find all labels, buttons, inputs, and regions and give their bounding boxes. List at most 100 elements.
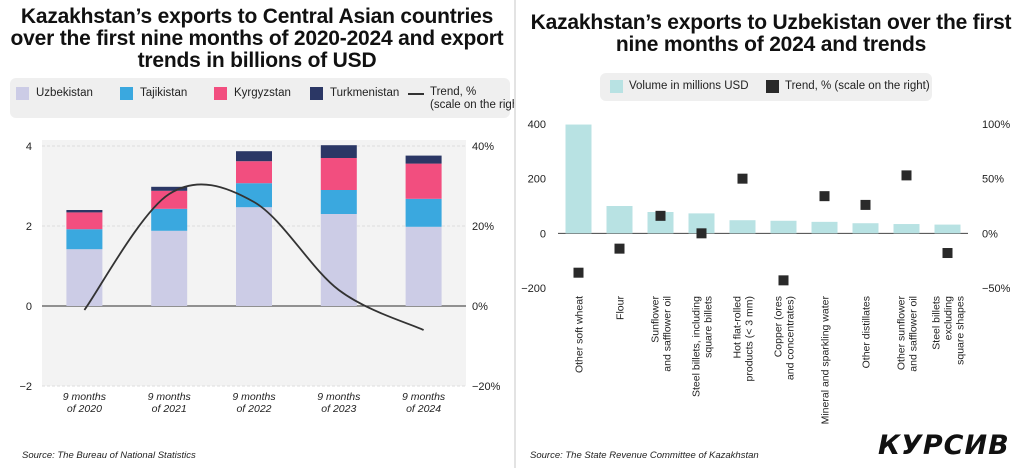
legend-swatch-kyrgyzstan bbox=[214, 87, 227, 100]
trend-marker bbox=[655, 210, 666, 221]
right-xtick-label-line: Steel billets bbox=[931, 296, 943, 350]
left-ytick-label: 2 bbox=[26, 221, 32, 233]
bar-segment-uzbekistan bbox=[236, 207, 272, 306]
right-xtick-label: Other distillates bbox=[861, 296, 873, 368]
bar-segment-turkmenistan bbox=[236, 151, 272, 162]
right-axis-tick-label: 20% bbox=[472, 221, 494, 233]
volume-bar bbox=[852, 223, 879, 234]
bar-segment-uzbekistan bbox=[320, 214, 357, 306]
left-ytick-label: 0 bbox=[26, 301, 32, 313]
right-chart-y2tick-label: 50% bbox=[982, 174, 1004, 186]
right-xtick-label-line: and safflower oil bbox=[662, 296, 674, 372]
bar-segment-turkmenistan bbox=[405, 155, 442, 164]
right-chart: −200 −50% 0 0% 200 50% 400 100% Other soft wheat… bbox=[521, 119, 1010, 425]
right-xtick-label-line: excluding bbox=[943, 296, 955, 341]
legend-swatch-volume bbox=[610, 80, 623, 93]
right-xtick-label-line: Other soft wheat bbox=[574, 296, 586, 373]
right-xtick-label-line: square shapes bbox=[955, 296, 967, 365]
right-legend: Volume in millions USD Trend, % (scale o… bbox=[600, 73, 932, 101]
trend-line bbox=[83, 183, 424, 331]
bar-segment-kyrgyzstan bbox=[66, 212, 103, 230]
left-xtick-label: of 2021 bbox=[152, 403, 187, 415]
right-source-note: Source: The State Revenue Committee of K… bbox=[530, 450, 759, 461]
bar-segment-uzbekistan bbox=[151, 230, 188, 306]
right-chart-y2tick-label: 100% bbox=[982, 119, 1010, 131]
right-xtick-label: Mineral and sparkling water bbox=[820, 296, 832, 425]
legend-label-tajikistan: Tajikistan bbox=[140, 87, 188, 99]
volume-bar bbox=[893, 224, 920, 234]
left-legend: Uzbekistan Tajikistan Kyrgyzstan Turkmen… bbox=[10, 78, 525, 118]
bar-segment-tajikistan bbox=[405, 198, 442, 227]
right-chart-ytick-label: −200 bbox=[521, 283, 546, 295]
right-axis-tick-label: 40% bbox=[472, 141, 494, 153]
bar-segment-kyrgyzstan bbox=[405, 163, 442, 199]
bar-segment-tajikistan bbox=[66, 229, 103, 250]
right-xtick-label: Other sunflower and safflower oil bbox=[896, 296, 920, 372]
right-xtick-label: Other soft wheat bbox=[574, 296, 586, 373]
volume-bar bbox=[811, 221, 838, 234]
bar-segment-turkmenistan bbox=[320, 145, 357, 158]
right-xtick-label-line: Other sunflower bbox=[896, 296, 908, 371]
right-xtick-label: Hot flat-rolled products (< 3 mm) bbox=[732, 296, 756, 382]
legend-label-kyrgyzstan: Kyrgyzstan bbox=[234, 87, 291, 99]
right-chart-ytick-label: 400 bbox=[528, 119, 546, 131]
left-ytick-label: 4 bbox=[26, 141, 32, 153]
left-xtick-label: of 2024 bbox=[406, 403, 441, 415]
left-xtick-label: 9 months bbox=[317, 391, 361, 403]
trend-marker bbox=[573, 267, 584, 278]
left-xtick-label: of 2022 bbox=[236, 403, 271, 415]
bar-segment-kyrgyzstan bbox=[151, 190, 188, 209]
bar-segment-turkmenistan bbox=[151, 186, 188, 191]
legend-swatch-trend-right bbox=[766, 80, 779, 93]
right-xtick-label-line: and safflower oil bbox=[908, 296, 920, 372]
legend-swatch-turkmenistan bbox=[310, 87, 323, 100]
right-xtick-label-line: and concentrates) bbox=[785, 296, 797, 380]
legend-swatch-uzbekistan bbox=[16, 87, 29, 100]
trend-marker bbox=[819, 191, 830, 202]
left-source-note: Source: The Bureau of National Statistic… bbox=[22, 450, 196, 461]
volume-bar bbox=[606, 206, 633, 234]
legend-label-turkmenistan: Turkmenistan bbox=[330, 87, 400, 99]
panel-divider bbox=[514, 0, 516, 468]
legend-line-trend bbox=[408, 93, 424, 95]
right-xtick-label-line: Hot flat-rolled bbox=[732, 296, 744, 359]
left-xtick-label: 9 months bbox=[402, 391, 446, 403]
legend-label-uzbekistan: Uzbekistan bbox=[36, 87, 93, 99]
trend-marker bbox=[778, 275, 789, 286]
left-xtick-label: of 2023 bbox=[321, 403, 356, 415]
trend-marker bbox=[901, 170, 912, 181]
right-xtick-label: Sunflower and safflower oil bbox=[650, 296, 674, 372]
right-xtick-label-line: Other distillates bbox=[861, 296, 873, 368]
right-xtick-label: Steel billets, including square billets bbox=[691, 296, 715, 397]
right-xtick-label-line: products (< 3 mm) bbox=[744, 296, 756, 381]
right-chart-y2tick-label: 0% bbox=[982, 228, 998, 240]
bar-segment-uzbekistan bbox=[405, 226, 442, 306]
trend-marker bbox=[737, 173, 748, 184]
volume-bar bbox=[647, 212, 674, 234]
right-chart-ytick-label: 0 bbox=[540, 228, 546, 240]
left-xtick-label: 9 months bbox=[63, 391, 107, 403]
volume-bar bbox=[688, 213, 715, 234]
bar-segment-tajikistan bbox=[151, 208, 188, 231]
right-xtick-label: Steel billets excluding square shapes bbox=[931, 296, 967, 365]
right-xtick-label-line: Steel billets, including bbox=[691, 296, 703, 397]
volume-bar bbox=[770, 220, 797, 234]
legend-label-volume: Volume in millions USD bbox=[629, 80, 749, 92]
right-xtick-label: Flour bbox=[615, 296, 627, 320]
volume-bar bbox=[729, 220, 756, 234]
bar-segment-kyrgyzstan bbox=[320, 158, 357, 190]
right-xtick-label-line: Sunflower bbox=[650, 296, 662, 343]
left-xtick-label: 9 months bbox=[232, 391, 276, 403]
right-panel: Kazakhstan’s exports to Uzbekistan over … bbox=[516, 0, 1024, 468]
right-axis-tick-label: −20% bbox=[472, 381, 501, 393]
bar-segment-kyrgyzstan bbox=[236, 161, 272, 184]
right-xtick-label-line: Flour bbox=[615, 296, 627, 320]
right-xtick-label: Copper (ores and concentrates) bbox=[773, 296, 797, 380]
trend-marker bbox=[942, 248, 953, 259]
bar-segment-tajikistan bbox=[320, 190, 357, 214]
bar-segment-turkmenistan bbox=[66, 210, 103, 213]
right-xtick-label-line: Mineral and sparkling water bbox=[820, 296, 832, 425]
left-ytick-label: −2 bbox=[19, 381, 32, 393]
left-xtick-label: of 2020 bbox=[67, 403, 102, 415]
